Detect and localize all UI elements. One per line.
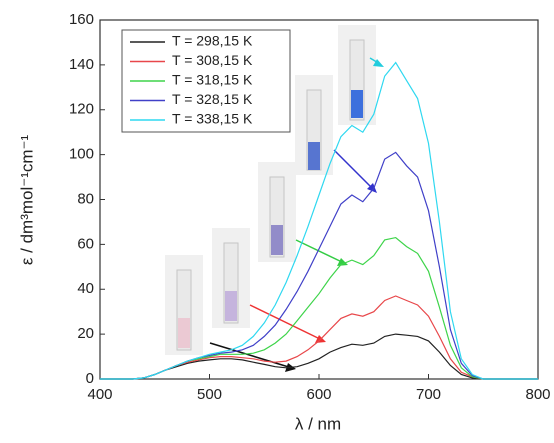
- y-tick-label: 160: [69, 11, 94, 28]
- x-tick-label: 800: [525, 386, 550, 403]
- series-line: [100, 61, 538, 380]
- y-tick-label: 100: [69, 146, 94, 163]
- y-tick-label: 120: [69, 101, 94, 118]
- legend-label: T = 308,15 K: [172, 52, 253, 68]
- y-axis-title: ε / dm³mol⁻¹cm⁻¹: [17, 134, 36, 265]
- legend-label: T = 338,15 K: [172, 111, 253, 127]
- vials: [165, 25, 376, 355]
- y-tick-label: 0: [86, 370, 94, 387]
- x-tick-label: 400: [87, 386, 112, 403]
- x-tick-label: 600: [306, 386, 331, 403]
- arrows: [209, 57, 384, 372]
- legend-label: T = 318,15 K: [172, 72, 253, 88]
- x-tick-label: 700: [416, 386, 441, 403]
- x-tick-label: 500: [197, 386, 222, 403]
- legend-label: T = 298,15 K: [172, 33, 253, 49]
- series-line: [100, 333, 538, 380]
- x-axis-title: λ / nm: [295, 414, 341, 433]
- y-tick-label: 80: [77, 190, 94, 207]
- y-tick-label: 140: [69, 56, 94, 73]
- y-tick-label: 20: [77, 325, 94, 342]
- legend-label: T = 328,15 K: [172, 91, 253, 107]
- y-tick-label: 40: [77, 280, 94, 297]
- y-tick-label: 60: [77, 235, 94, 252]
